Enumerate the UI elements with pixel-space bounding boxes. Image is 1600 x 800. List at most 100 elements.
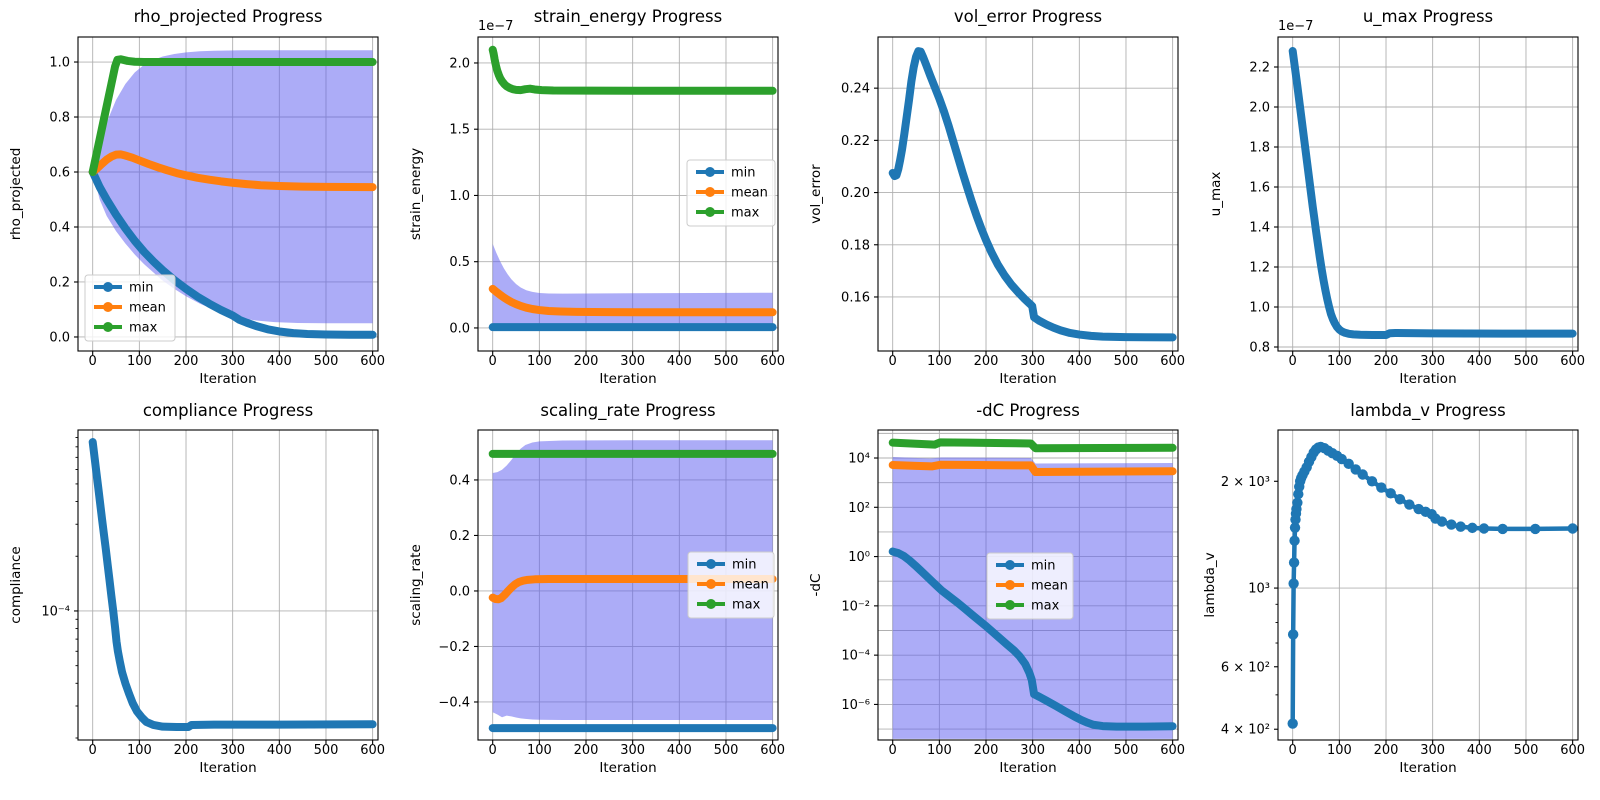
x-tick-label: 600 <box>360 354 385 369</box>
y-tick-label: 2.2 <box>1249 61 1270 76</box>
series-max <box>488 45 777 95</box>
legend: min mean max <box>687 551 775 619</box>
x-tick-label: 400 <box>1067 354 1092 369</box>
x-tick-label: 400 <box>667 743 692 758</box>
x-tick-label: 0 <box>1289 743 1297 758</box>
x-tick-label: 200 <box>1374 743 1399 758</box>
x-tick-label: 0 <box>89 743 97 758</box>
chart-compliance: 0 100 200 300 400 500 600 10⁻⁴ compliance Progre… <box>0 400 400 800</box>
axes-spines <box>877 36 1179 352</box>
legend-label-min: min <box>129 281 154 296</box>
chart-neg-dc: 0 100 200 300 400 500 600 10⁴ 10² 10⁰ 10⁻² 10⁻⁴ 10⁻⁶… <box>800 400 1200 800</box>
x-tick-label: 300 <box>220 743 245 758</box>
x-tick-label: 600 <box>1160 354 1185 369</box>
x-tick-label: 600 <box>760 743 785 758</box>
chart-rho-projected: 0 100 200 300 400 500 600 0.0 0.2 0.4 0.6 0.8 1.0 rho… <box>0 0 400 400</box>
legend-label-max: max <box>732 598 761 613</box>
y-tick-label: 0.8 <box>1249 341 1270 356</box>
gridlines <box>78 430 378 740</box>
chart-title: lambda_v Progress <box>1350 401 1506 421</box>
legend: min mean max <box>986 552 1074 620</box>
y-tick-label: 1.0 <box>449 189 470 204</box>
y-tick-label: 0.4 <box>49 220 70 235</box>
axes-spines <box>877 429 1179 741</box>
x-tick-label: 300 <box>1420 743 1445 758</box>
y-tick-label: 0.22 <box>841 134 870 149</box>
x-tick-label: 600 <box>1160 743 1185 758</box>
lambda-v-plot: 0 100 200 300 400 500 600 4 × 10² 6 × 10² 10³ 2 × … <box>1202 401 1585 776</box>
x-tick-label: 0 <box>889 354 897 369</box>
x-tick-label: 500 <box>314 743 339 758</box>
vol-error-plot: 0 100 200 300 400 500 600 0.16 0.18 0.20 0.22 0.24 v… <box>808 7 1185 387</box>
legend-label-max: max <box>1031 599 1060 614</box>
y-tick-label: 1.8 <box>1249 141 1270 156</box>
x-axis-label: Iteration <box>1399 760 1456 776</box>
series-min <box>888 547 1177 731</box>
chart-vol-error: 0 100 200 300 400 500 600 0.16 0.18 0.20 0.22 0.24 v… <box>800 0 1200 400</box>
x-tick-label: 100 <box>127 354 152 369</box>
y-tick-label: 0.20 <box>841 186 870 201</box>
x-tick-label: 500 <box>1114 354 1139 369</box>
x-tick-label: 100 <box>927 354 952 369</box>
y-tick-label: 2.0 <box>449 56 470 71</box>
scaling-rate-plot: 0 100 200 300 400 500 600 −0.4 −0.2 0.0 0.2 0.4 scal… <box>408 401 785 776</box>
series-min <box>88 168 377 339</box>
x-tick-label: 400 <box>267 743 292 758</box>
x-tick-label: 500 <box>1514 354 1539 369</box>
u-max-plot: 0 100 200 300 400 500 600 0.8 1.0 1.2 1.4 1.6 1.8 2.0… <box>1208 7 1585 387</box>
x-tick-label: 0 <box>1289 354 1297 369</box>
y-tick-label: 0.6 <box>49 166 70 181</box>
y-tick-label: 0.18 <box>841 238 870 253</box>
gridlines <box>1278 430 1578 740</box>
x-tick-label: 600 <box>360 743 385 758</box>
x-tick-label: 400 <box>1467 743 1492 758</box>
y-tick-label: 0.0 <box>449 584 470 599</box>
x-tick-label: 0 <box>89 354 97 369</box>
y-tick-label: 6 × 10² <box>1221 660 1270 675</box>
chart-scaling-rate: 0 100 200 300 400 500 600 −0.4 −0.2 0.0 0.2 0.4 scal… <box>400 400 800 800</box>
chart-title: -dC Progress <box>976 401 1080 420</box>
gridlines <box>1278 37 1578 351</box>
x-tick-label: 300 <box>1020 354 1045 369</box>
x-tick-label: 200 <box>574 354 599 369</box>
y-tick-label: 0.8 <box>49 111 70 126</box>
x-tick-label: 500 <box>1114 743 1139 758</box>
x-tick-label: 500 <box>714 354 739 369</box>
legend-label-mean: mean <box>129 301 166 316</box>
series-mean <box>88 150 377 192</box>
y-tick-label: 0.5 <box>449 255 470 270</box>
x-axis-label: Iteration <box>199 371 256 387</box>
x-tick-label: 400 <box>1067 743 1092 758</box>
y-tick-label: 0.0 <box>449 321 470 336</box>
y-axis-label: -dC <box>808 574 824 597</box>
y-tick-label: −0.2 <box>438 640 470 655</box>
x-tick-label: 400 <box>267 354 292 369</box>
x-tick-label: 100 <box>1327 743 1352 758</box>
x-tick-label: 100 <box>1327 354 1352 369</box>
y-tick-label: 10² <box>848 501 870 516</box>
x-axis-label: Iteration <box>999 760 1056 776</box>
x-tick-label: 0 <box>489 354 497 369</box>
x-tick-label: 500 <box>314 354 339 369</box>
series-mean <box>888 460 1177 477</box>
x-tick-label: 200 <box>1374 354 1399 369</box>
x-tick-label: 300 <box>1420 354 1445 369</box>
y-tick-label: 1.6 <box>1249 181 1270 196</box>
axes-spines <box>77 36 379 352</box>
series-max <box>88 55 377 176</box>
series-min <box>88 438 377 731</box>
chart-title: vol_error Progress <box>954 7 1102 27</box>
chart-title: rho_projected Progress <box>134 7 323 27</box>
axes-spines <box>77 429 379 741</box>
y-tick-label: 10⁻² <box>841 599 870 614</box>
y-tick-label: 0.4 <box>449 473 470 488</box>
y-axis-label: u_max <box>1208 172 1224 217</box>
x-tick-label: 300 <box>620 354 645 369</box>
y-tick-label: 1.0 <box>1249 301 1270 316</box>
x-tick-label: 300 <box>1020 743 1045 758</box>
series-max <box>888 438 1177 453</box>
y-tick-label: 1.0 <box>49 56 70 71</box>
y-tick-label: 10⁴ <box>848 452 870 467</box>
rho-projected-plot: 0 100 200 300 400 500 600 0.0 0.2 0.4 0.6 0.8 1.0 rho… <box>8 7 385 387</box>
